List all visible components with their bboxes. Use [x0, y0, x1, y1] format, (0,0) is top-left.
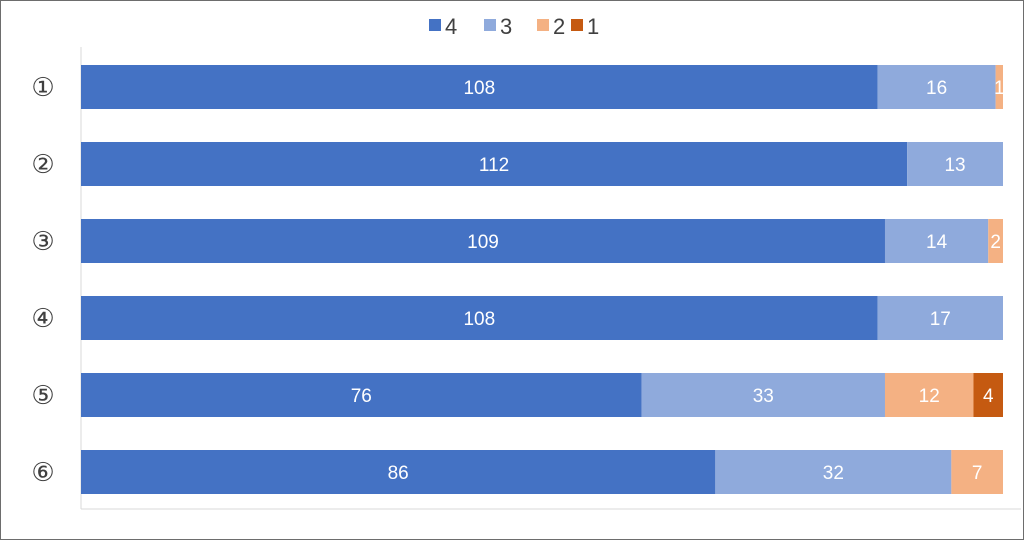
- legend-label-3: 3: [500, 14, 512, 39]
- bars: 108 16 1 112 13 109 14 2 108 17 76 33 12 4 86 32 7: [81, 65, 1005, 494]
- bar-segment: [715, 450, 952, 494]
- category-label: ③: [31, 227, 54, 257]
- legend-swatch-2: [537, 19, 549, 31]
- category-label: ④: [31, 304, 54, 334]
- bar-segment: [81, 296, 878, 340]
- category-labels: ① ② ③ ④ ⑤ ⑥: [31, 73, 54, 488]
- data-label: 109: [467, 232, 499, 253]
- data-label: 13: [944, 155, 965, 176]
- bar-segment: [81, 219, 885, 263]
- bar-segment: [951, 450, 1003, 494]
- data-label: 4: [983, 386, 994, 407]
- bar-segment: [995, 65, 1003, 109]
- data-label: 7: [972, 463, 983, 484]
- category-label: ①: [31, 73, 54, 103]
- data-label: 16: [926, 78, 947, 99]
- bar-segment: [81, 142, 908, 186]
- legend-label-4: 4: [445, 14, 457, 39]
- legend-swatch-1: [571, 19, 583, 31]
- data-label: 108: [463, 309, 495, 330]
- data-label: 86: [388, 463, 409, 484]
- data-label: 17: [930, 309, 951, 330]
- data-label: 2: [990, 232, 1001, 253]
- bar-segment: [988, 219, 1003, 263]
- category-label: ⑤: [31, 381, 54, 411]
- data-label: 14: [926, 232, 948, 253]
- bar-segment: [81, 373, 642, 417]
- bar-segment: [641, 373, 885, 417]
- legend-label-1: 1: [587, 14, 599, 39]
- category-label: ②: [31, 150, 54, 180]
- legend-label-2: 2: [553, 14, 565, 39]
- data-label: 76: [351, 386, 372, 407]
- legend-swatch-4: [429, 19, 441, 31]
- data-label: 33: [753, 386, 774, 407]
- legend-swatch-3: [484, 19, 496, 31]
- bar-segment: [81, 65, 878, 109]
- data-label: 112: [479, 155, 509, 176]
- category-label: ⑥: [31, 458, 54, 488]
- data-label: 108: [463, 78, 495, 99]
- data-label: 1: [994, 78, 1005, 99]
- bar-segment: [884, 373, 974, 417]
- bar-segment: [907, 142, 1003, 186]
- bar-segment: [81, 450, 716, 494]
- data-label: 32: [823, 463, 844, 484]
- bar-segment: [973, 373, 1003, 417]
- data-label: 12: [919, 386, 940, 407]
- bar-segment: [877, 296, 1003, 340]
- bar-segment: [877, 65, 996, 109]
- bar-segment: [884, 219, 989, 263]
